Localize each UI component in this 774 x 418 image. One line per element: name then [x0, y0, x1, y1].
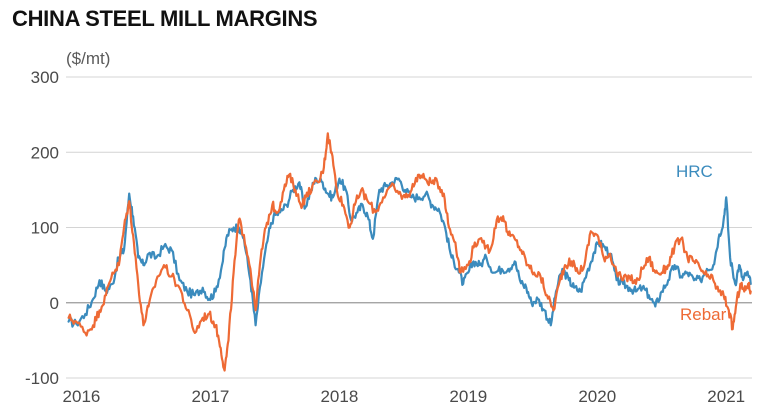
x-tick-label: 2020: [578, 387, 616, 406]
chart-title: CHINA STEEL MILL MARGINS: [12, 6, 318, 31]
y-tick-label: 300: [31, 68, 59, 87]
series-label-hrc: HRC: [676, 162, 713, 181]
series-line-hrc: [67, 176, 752, 328]
y-tick-label: -100: [25, 369, 59, 388]
y-tick-label: 0: [50, 294, 59, 313]
series-label-rebar: Rebar: [680, 305, 727, 324]
y-axis-unit-label: ($/mt): [66, 49, 111, 68]
x-tick-label: 2017: [192, 387, 230, 406]
y-tick-label: 100: [31, 219, 59, 238]
x-tick-label: 2018: [320, 387, 358, 406]
x-tick-label: 2019: [449, 387, 487, 406]
x-tick-label: 2016: [63, 387, 101, 406]
series-line-rebar: [67, 132, 752, 372]
y-tick-label: 200: [31, 143, 59, 162]
x-tick-label: 2021: [707, 387, 745, 406]
